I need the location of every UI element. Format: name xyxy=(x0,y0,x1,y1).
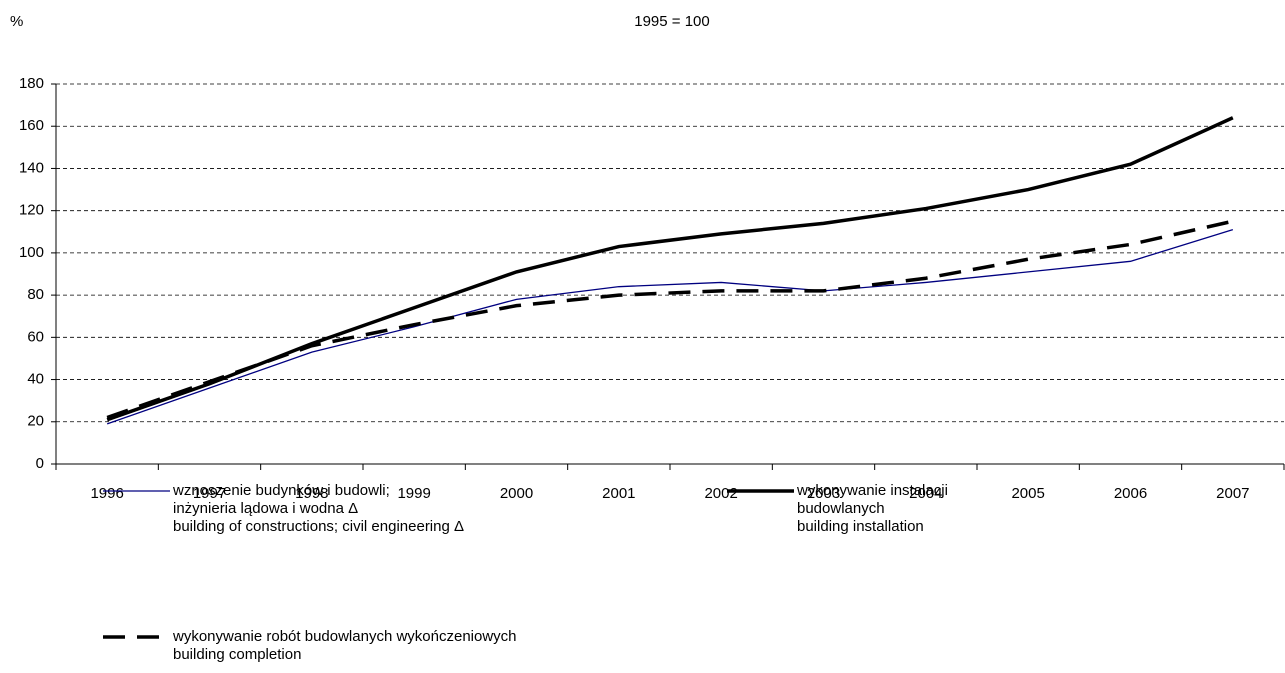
legend-label: wznoszenie budynków i budowli; inżynieria… xyxy=(172,482,464,535)
y-tick-label: 100 xyxy=(19,244,44,261)
x-tick-label: 2005 xyxy=(1011,485,1044,502)
legend-line: budowlanych xyxy=(797,500,885,517)
x-tick-label: 2000 xyxy=(500,485,533,502)
series-line xyxy=(106,219,1234,420)
series-line xyxy=(106,229,1234,425)
x-tick-label: 1997 xyxy=(193,485,226,502)
x-tick-label: 2001 xyxy=(602,485,635,502)
y-tick-label: 80 xyxy=(27,286,44,303)
x-tick-label: 1996 xyxy=(90,485,123,502)
x-tick-label: 1999 xyxy=(397,485,430,502)
y-tick-label: 140 xyxy=(19,159,44,176)
y-tick-label: 180 xyxy=(19,75,44,92)
series-line xyxy=(106,116,1234,422)
x-tick-label: 2004 xyxy=(909,485,942,502)
unit-label: % xyxy=(10,13,23,30)
y-tick-label: 0 xyxy=(36,455,44,472)
legend-line: wznoszenie budynków i budowli; xyxy=(172,482,390,499)
chart-subtitle: 1995 = 100 xyxy=(634,13,710,30)
x-tick-label: 2002 xyxy=(704,485,737,502)
x-tick-label: 1998 xyxy=(295,485,328,502)
legend-line: building completion xyxy=(173,646,301,663)
legend-line: inżynieria lądowa i wodna Δ xyxy=(173,500,358,517)
legend-line: building installation xyxy=(797,518,924,535)
legend-line: building of constructions; civil enginee… xyxy=(173,518,464,535)
y-tick-label: 60 xyxy=(27,328,44,345)
legend-line: wykonywanie instalacji xyxy=(796,482,948,499)
y-tick-label: 120 xyxy=(19,202,44,219)
legend-line: wykonywanie robót budowlanych wykończeni… xyxy=(172,628,517,645)
y-tick-label: 40 xyxy=(27,371,44,388)
x-tick-label: 2003 xyxy=(807,485,840,502)
x-tick-label: 2006 xyxy=(1114,485,1147,502)
x-tick-label: 2007 xyxy=(1216,485,1249,502)
y-tick-label: 160 xyxy=(19,117,44,134)
legend-label: wykonywanie instalacji budowlanych buildin… xyxy=(796,482,948,535)
y-tick-label: 20 xyxy=(27,413,44,430)
legend-label: wykonywanie robót budowlanych wykończeni… xyxy=(172,628,517,663)
